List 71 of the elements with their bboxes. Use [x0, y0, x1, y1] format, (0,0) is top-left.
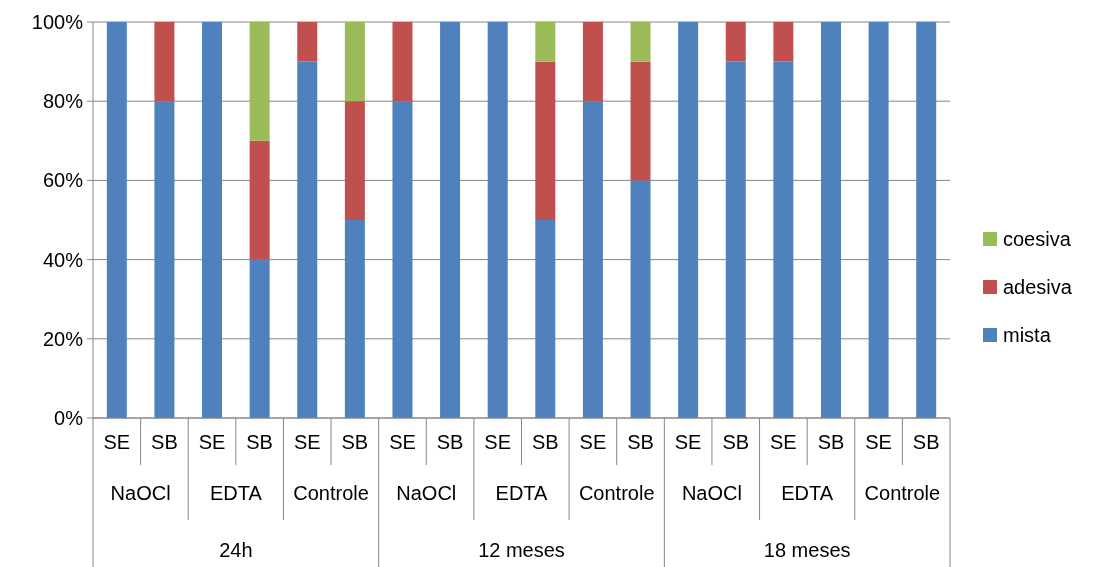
text: NaOCl	[396, 481, 457, 504]
legend-label: adesiva	[1003, 276, 1073, 298]
y-tick-label: 80%	[42, 90, 84, 113]
x-tick-label: SE	[103, 430, 131, 453]
text: NaOCl	[681, 481, 742, 504]
bar	[630, 22, 651, 62]
x-tick-label: SB	[341, 430, 369, 453]
bar	[487, 22, 508, 418]
x-tick-label: SB	[722, 430, 750, 453]
bar	[916, 22, 937, 418]
text: 18 meses	[763, 538, 851, 561]
bar	[868, 22, 889, 418]
bar	[725, 61, 746, 418]
legend-label: coesiva	[1003, 228, 1072, 250]
bar	[202, 22, 223, 418]
bar	[344, 101, 365, 220]
x-tick-label: SE	[293, 430, 321, 453]
text: EDTA	[209, 481, 263, 504]
text: Controle	[864, 481, 941, 504]
legend-label: mista	[1003, 324, 1052, 346]
text: 24h	[219, 538, 253, 561]
bar	[535, 220, 556, 418]
text: NaOCl	[110, 481, 171, 504]
bar	[392, 101, 413, 418]
text: Controle	[293, 481, 369, 504]
text: EDTA	[495, 481, 549, 504]
bar	[582, 22, 603, 102]
x-tick-label: SE	[674, 430, 702, 453]
bar	[392, 22, 413, 102]
x-tick-label: SB	[531, 430, 559, 453]
bar	[344, 22, 365, 102]
bar	[106, 22, 127, 418]
bar	[249, 140, 270, 260]
bar	[344, 220, 365, 418]
bar	[154, 101, 175, 418]
x-tick-label: SB	[246, 430, 273, 453]
bar	[630, 61, 651, 181]
x-tick-label: SB	[151, 430, 178, 453]
text: Controle	[578, 481, 655, 504]
y-tick-label: 60%	[42, 169, 84, 192]
y-tick-label: 40%	[42, 248, 84, 271]
y-tick-label: 0%	[54, 407, 84, 429]
text: 12 meses	[478, 538, 565, 561]
bar	[773, 61, 794, 418]
bar	[820, 22, 841, 418]
x-tick-label: SE	[579, 430, 607, 453]
bar	[535, 22, 556, 62]
bar	[535, 61, 556, 220]
bar	[773, 22, 794, 62]
bar	[440, 22, 461, 418]
x-tick-label: SE	[198, 430, 226, 453]
x-tick-label: SB	[436, 430, 464, 453]
x-tick-label: SE	[770, 430, 797, 453]
text: EDTA	[781, 481, 834, 504]
x-tick-label: SB	[912, 430, 940, 453]
bar	[249, 259, 270, 418]
x-tick-label: SB	[817, 430, 845, 453]
x-tick-label: SE	[389, 430, 416, 453]
x-tick-label: SE	[484, 430, 512, 453]
bar	[249, 22, 270, 141]
bar	[154, 22, 175, 102]
bar	[297, 61, 318, 418]
bar	[630, 180, 651, 418]
x-tick-label: SB	[627, 430, 654, 453]
bar	[297, 22, 318, 62]
bar	[678, 22, 699, 418]
bar	[725, 22, 746, 62]
x-tick-label: SE	[865, 430, 892, 453]
bar	[582, 101, 603, 418]
y-tick-label: 100%	[31, 11, 84, 33]
y-tick-label: 20%	[42, 327, 84, 350]
